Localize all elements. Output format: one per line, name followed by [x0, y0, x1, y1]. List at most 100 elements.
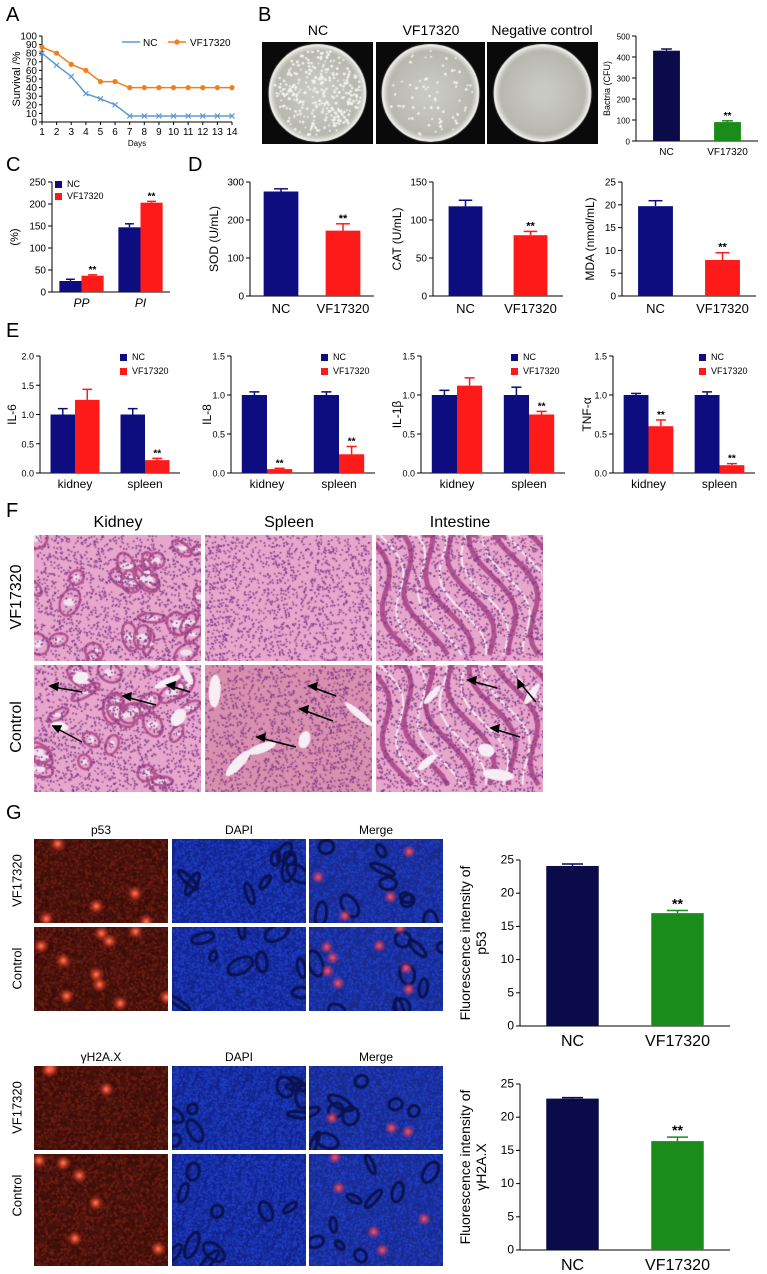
y-tick-label: 20: [501, 1110, 515, 1124]
y-tick-label: 200: [29, 200, 46, 211]
chart-g-p53: 0 5 10 15 20 25 Fluorescence intensity of p53 NC…: [457, 853, 730, 1050]
y-tick-label: 1.0: [402, 391, 415, 401]
data-point: [126, 113, 133, 119]
bar: [313, 395, 339, 473]
x-tick-label: 5: [98, 127, 104, 138]
data-point: [170, 85, 177, 91]
data-point: [82, 90, 89, 97]
lesion-arrows: [255, 681, 337, 748]
legend-marker: [174, 39, 180, 45]
legend-swatch: [120, 354, 127, 361]
data-point: [68, 61, 74, 67]
y-tick-label: 100: [29, 244, 46, 255]
y-tick-label: 40: [26, 83, 38, 94]
data-point: [229, 113, 235, 119]
col-title-dapi: DAPI: [224, 823, 253, 837]
y-axis-label: MDA (nmol/mL): [583, 197, 597, 280]
y-tick-label: 0.0: [402, 469, 415, 479]
data-point: [127, 85, 133, 91]
y-axis-label: Survival /%: [11, 51, 23, 106]
x-tick-label: VF17320: [696, 301, 749, 316]
bar: [529, 414, 555, 473]
legend-swatch: [55, 181, 62, 188]
bar: [140, 202, 163, 292]
y-axis-label: Fluorescence intensity of: [457, 865, 473, 1020]
y-tick-label: 15: [605, 223, 617, 234]
legend-swatch: [55, 193, 62, 200]
y-tick-label: 400: [617, 54, 631, 63]
legend-label: VF17320: [711, 366, 748, 376]
fluor-merge-vf17320: [309, 839, 443, 923]
y-tick-label: 20: [26, 100, 38, 111]
x-tick-label: 4: [83, 127, 89, 138]
he-kidney-vf17320: [34, 535, 201, 661]
data-point: [39, 44, 45, 50]
chart-d-sod: 0 100 200 300 SOD (U/mL) NC ** VF17320: [207, 178, 374, 316]
y-tick-label: 1.5: [212, 352, 225, 362]
panel-label-f: F: [6, 500, 19, 522]
y-tick-label: 1.5: [21, 381, 34, 391]
panel-label-a: A: [6, 4, 20, 26]
bar: [651, 1141, 704, 1250]
y-tick-label: 50: [35, 266, 47, 277]
data-point: [214, 85, 220, 91]
fluor-gh2ax-control: [34, 1154, 168, 1266]
data-point: [68, 73, 75, 80]
x-tick-label: 7: [127, 127, 133, 138]
bar: [325, 230, 361, 296]
legend-swatch: [699, 368, 706, 375]
x-tick-label: 9: [156, 127, 162, 138]
y-axis-label: p53: [473, 931, 489, 955]
x-tick-label: spleen: [511, 477, 546, 491]
significance-marker: **: [276, 458, 284, 469]
fluor-dapi-control: [172, 1154, 306, 1266]
y-tick-label: 15: [501, 919, 515, 933]
y-axis-label: IL-1β: [390, 401, 404, 429]
col-title-kidney: Kidney: [93, 514, 143, 531]
bar: [648, 426, 674, 473]
bar: [651, 913, 704, 1026]
x-tick-label: VF17320: [645, 1257, 710, 1274]
legend-label: VF17320: [523, 366, 560, 376]
y-tick-label: 20: [501, 886, 515, 900]
bar: [448, 206, 483, 296]
col-title-spleen: Spleen: [264, 514, 314, 531]
y-tick-label: 1.0: [21, 410, 34, 420]
chart-e-il1b: 0.0 0.5 1.0 1.5 IL-1β kidney ** spleen NC VF17320: [390, 352, 565, 491]
y-tick-label: 0.0: [594, 469, 607, 479]
significance-marker: **: [657, 410, 665, 421]
fluor-merge-control: [309, 927, 443, 1011]
y-tick-label: 200: [617, 96, 631, 105]
x-tick-label: kidney: [58, 477, 93, 491]
col-title-merge: Merge: [358, 823, 393, 837]
bar: [59, 281, 82, 292]
x-tick-label: 3: [68, 127, 74, 138]
panel-label-b: B: [258, 4, 272, 26]
photo-title-negative-control: Negative control: [491, 22, 593, 38]
significance-marker: **: [89, 265, 97, 276]
he-kidney-control: [34, 665, 201, 792]
x-tick-label: VF17320: [504, 301, 557, 316]
y-tick-label: 0: [507, 1019, 514, 1033]
y-tick-label: 10: [605, 246, 617, 257]
legend-label: NC: [143, 38, 157, 49]
significance-marker: **: [153, 448, 161, 459]
significance-marker: **: [339, 213, 348, 225]
x-tick-label: NC: [456, 301, 475, 316]
y-tick-label: 10: [501, 1176, 515, 1190]
y-tick-label: 0: [626, 138, 631, 147]
he-intestine-control: [376, 665, 543, 792]
bar: [719, 465, 745, 473]
legend-label: VF17320: [333, 366, 370, 376]
chart-e-il6: 0.0 0.5 1.0 1.5 2.0 IL-6 kidney ** spleen NC VF173…: [5, 352, 180, 491]
data-point: [155, 113, 162, 119]
x-tick-label: kidney: [631, 477, 666, 491]
data-point: [200, 85, 206, 91]
x-tick-label: NC: [659, 147, 673, 158]
x-tick-label: PI: [135, 296, 147, 310]
y-tick-label: 2.0: [21, 352, 34, 362]
y-tick-label: 150: [410, 178, 427, 189]
series-line: [41, 46, 232, 89]
petri-dish-photo-vf17320: [376, 42, 485, 144]
y-tick-label: 0: [507, 1243, 514, 1257]
